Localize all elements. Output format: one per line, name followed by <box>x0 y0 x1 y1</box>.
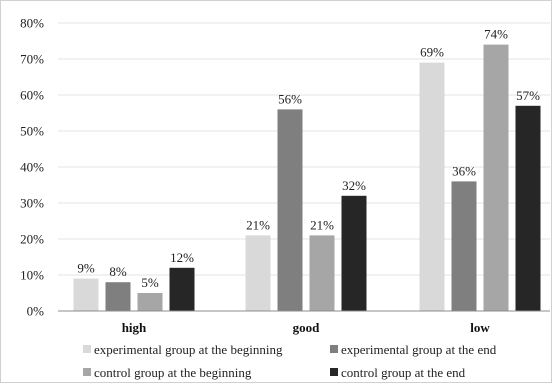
y-tick-label: 10% <box>20 268 44 283</box>
category-label: high <box>122 320 147 335</box>
legend-swatch <box>83 368 91 376</box>
legend-label: experimental group at the beginning <box>94 342 283 357</box>
bar <box>73 278 99 311</box>
bar <box>169 267 195 311</box>
bar <box>245 235 271 311</box>
y-tick-label: 40% <box>20 160 44 175</box>
bar <box>309 235 335 311</box>
data-label: 12% <box>170 250 194 265</box>
data-label: 21% <box>246 217 270 232</box>
y-tick-label: 80% <box>20 16 44 31</box>
y-tick-label: 20% <box>20 232 44 247</box>
y-tick-label: 50% <box>20 124 44 139</box>
legend-swatch <box>330 368 338 376</box>
bar <box>419 62 445 311</box>
category-labels: high good low <box>122 320 491 335</box>
data-label: 5% <box>141 275 159 290</box>
data-label: 21% <box>310 217 334 232</box>
bar <box>483 44 509 311</box>
data-label: 36% <box>452 163 476 178</box>
bar <box>137 293 163 311</box>
data-labels: 9% 8% 5% 12% 21% 56% 21% 32% 69% 36% 74% 57% <box>77 27 540 290</box>
data-label: 57% <box>516 88 540 103</box>
data-label: 32% <box>342 178 366 193</box>
legend-swatch <box>330 345 338 353</box>
bar <box>105 282 131 311</box>
bars <box>73 44 541 312</box>
category-label: low <box>470 320 490 335</box>
y-axis-ticks: 0% 10% 20% 30% 40% 50% 60% 70% 80% <box>20 16 44 319</box>
y-tick-label: 70% <box>20 52 44 67</box>
y-tick-label: 60% <box>20 88 44 103</box>
bar <box>515 105 541 311</box>
data-label: 69% <box>420 45 444 60</box>
y-tick-label: 0% <box>27 304 45 319</box>
data-label: 9% <box>77 261 95 276</box>
category-label: good <box>293 320 321 335</box>
data-label: 8% <box>109 264 127 279</box>
bar <box>341 195 367 311</box>
legend-label: control group at the end <box>341 365 466 380</box>
legend-label: experimental group at the end <box>341 342 497 357</box>
legend: experimental group at the beginning exper… <box>83 342 497 380</box>
legend-label: control group at the beginning <box>94 365 252 380</box>
y-tick-label: 30% <box>20 196 44 211</box>
data-label: 74% <box>484 27 508 42</box>
bar <box>277 109 303 312</box>
bar <box>451 181 477 311</box>
legend-swatch <box>83 345 91 353</box>
data-label: 56% <box>278 91 302 106</box>
